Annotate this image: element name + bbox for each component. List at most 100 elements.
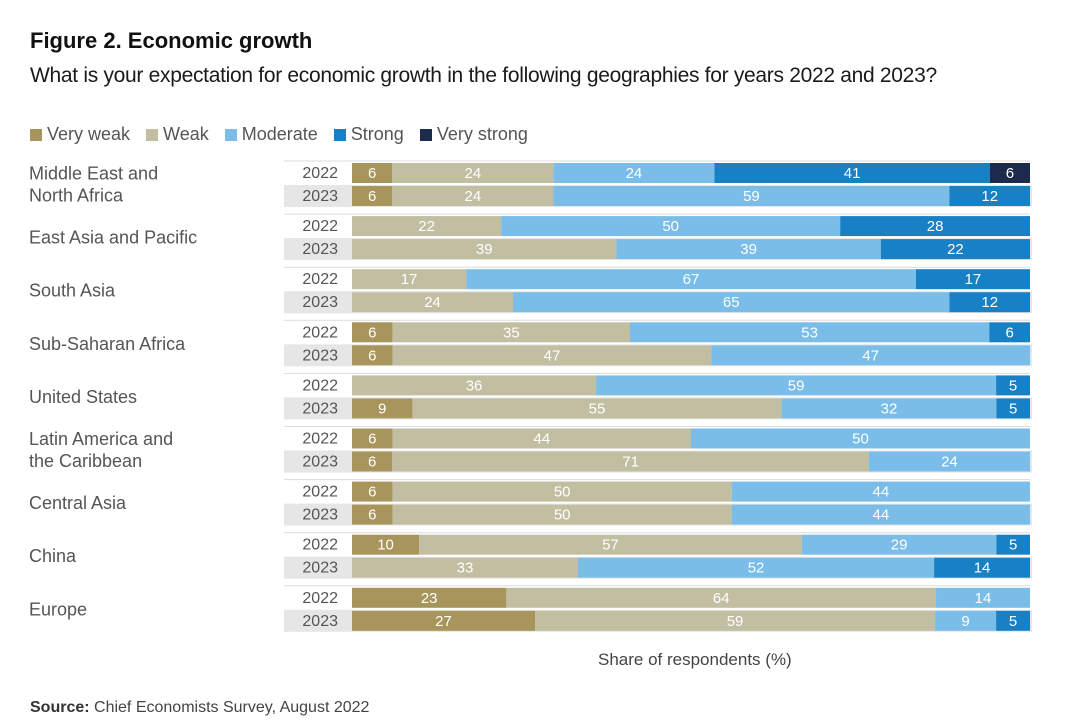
- bar-segment-weak: [392, 163, 554, 183]
- region-group-china: China 2022 10 57 29 5 2023 33 52 14: [29, 532, 1032, 579]
- year-label: 2022: [302, 431, 338, 448]
- bar-segment-strong: [996, 375, 1030, 396]
- year-label: 2023: [302, 613, 338, 630]
- bar-segment-very-weak: [352, 428, 393, 449]
- bar-segment-strong: [934, 557, 1030, 578]
- region-group-europe: Europe 2022 23 64 14 2023 27 59 9 5: [29, 585, 1032, 632]
- data-label: 5: [1009, 400, 1017, 417]
- figure-subtitle: What is your expectation for economic gr…: [30, 64, 937, 87]
- year-label: 2022: [302, 590, 338, 607]
- legend-swatch-very-strong: [419, 128, 432, 141]
- data-label: 52: [748, 560, 765, 577]
- data-label: 17: [401, 271, 418, 288]
- bar-segment-strong: [996, 398, 1030, 419]
- data-label: 71: [622, 454, 639, 471]
- bar-segment-weak: [352, 292, 514, 313]
- data-label: 5: [1009, 613, 1017, 630]
- bar-segment-moderate: [711, 345, 1030, 366]
- region-label: Latin America and the Caribbean: [29, 429, 173, 471]
- data-label: 6: [1006, 165, 1014, 182]
- bar-segment-very-weak: [352, 451, 393, 472]
- legend-item-moderate: Moderate: [224, 124, 318, 145]
- year-label: 2023: [302, 507, 338, 524]
- data-label: 12: [981, 294, 998, 311]
- data-label: 67: [683, 271, 700, 288]
- year-label: 2023: [302, 294, 338, 311]
- data-label: 50: [662, 218, 679, 235]
- data-label: 24: [941, 454, 958, 471]
- bar-segment-strong: [996, 610, 1030, 631]
- region-group-sub-saharan-africa: Sub-Saharan Africa 2022 6 35 53 6 2023 6 47 47: [29, 319, 1032, 367]
- source-label: Source:: [30, 699, 90, 716]
- bar-segment-moderate: [691, 428, 1030, 449]
- data-label: 59: [788, 377, 805, 394]
- legend-swatch-moderate: [224, 128, 237, 141]
- bar-segment-moderate: [936, 587, 1030, 608]
- data-label: 65: [723, 294, 740, 311]
- region-label: United States: [29, 387, 137, 407]
- figure-title: Figure 2. Economic growth: [30, 28, 313, 53]
- region-label: Sub-Saharan Africa: [29, 334, 186, 354]
- data-label: 5: [1009, 377, 1017, 394]
- data-label: 35: [503, 324, 520, 341]
- data-label: 44: [533, 431, 550, 448]
- bar-segment-strong: [915, 269, 1030, 290]
- bar-segment-weak: [392, 186, 554, 206]
- bar-segment-moderate: [466, 269, 916, 290]
- data-label: 29: [891, 537, 908, 554]
- data-label: 6: [1005, 324, 1013, 341]
- bar-segment-strong: [949, 292, 1030, 313]
- year-label: 2022: [302, 218, 338, 235]
- bar-segment-weak: [352, 216, 502, 237]
- bar-segment-strong: [949, 186, 1030, 206]
- data-label: 6: [368, 347, 376, 364]
- data-label: 44: [872, 507, 889, 524]
- bar-segment-weak: [392, 451, 869, 472]
- data-label: 41: [844, 165, 861, 182]
- bar-segment-strong: [840, 216, 1030, 237]
- legend-label: Very strong: [436, 124, 528, 144]
- bar-segment-weak: [392, 428, 691, 449]
- legend-label: Strong: [350, 124, 404, 144]
- year-label: 2023: [302, 400, 338, 417]
- data-label: 24: [424, 294, 441, 311]
- data-label: 6: [368, 484, 376, 501]
- region-label: East Asia and Pacific: [29, 228, 197, 248]
- data-label: 6: [368, 188, 376, 205]
- region-group-central-asia: Central Asia 2022 6 50 44 2023 6 50 44: [29, 479, 1032, 526]
- bar-segment-strong: [714, 163, 990, 183]
- bar-segment-very-weak: [352, 398, 413, 419]
- bar-segment-weak: [352, 239, 617, 260]
- bar-segment-moderate: [731, 504, 1030, 525]
- bar-segment-very-weak: [352, 587, 507, 608]
- data-label: 59: [727, 613, 744, 630]
- bar-segment-weak: [506, 587, 937, 608]
- year-label: 2022: [302, 271, 338, 288]
- data-label: 9: [378, 400, 386, 417]
- data-label: 22: [947, 241, 964, 258]
- bar-segment-moderate: [596, 375, 997, 396]
- bar-segment-moderate: [731, 481, 1030, 502]
- bar-segment-weak: [392, 504, 732, 525]
- data-label: 50: [554, 507, 571, 524]
- legend-swatch-strong: [333, 128, 346, 141]
- region-group-south-asia: South Asia 2022 17 67 17 2023 24 65 12: [29, 266, 1032, 314]
- data-label: 39: [476, 241, 493, 258]
- data-label: 50: [852, 431, 869, 448]
- data-label: 24: [464, 188, 481, 205]
- region-label-line: Middle East and: [29, 164, 158, 184]
- bar-segment-weak: [535, 610, 936, 631]
- bar-segment-weak: [352, 269, 467, 290]
- year-label: 2022: [302, 165, 338, 182]
- data-label: 33: [457, 560, 474, 577]
- legend-swatch-weak: [146, 128, 159, 141]
- bar-segment-moderate: [935, 610, 997, 631]
- bar-segment-very-weak: [352, 534, 420, 555]
- region-group-united-states: United States 2022 36 59 5 2023 9 55 32 5: [29, 372, 1032, 420]
- bar-segment-strong: [880, 239, 1030, 260]
- data-label: 55: [589, 400, 606, 417]
- data-label: 36: [466, 377, 483, 394]
- bar-segment-moderate: [868, 451, 1030, 472]
- region-label-line: North Africa: [29, 186, 124, 206]
